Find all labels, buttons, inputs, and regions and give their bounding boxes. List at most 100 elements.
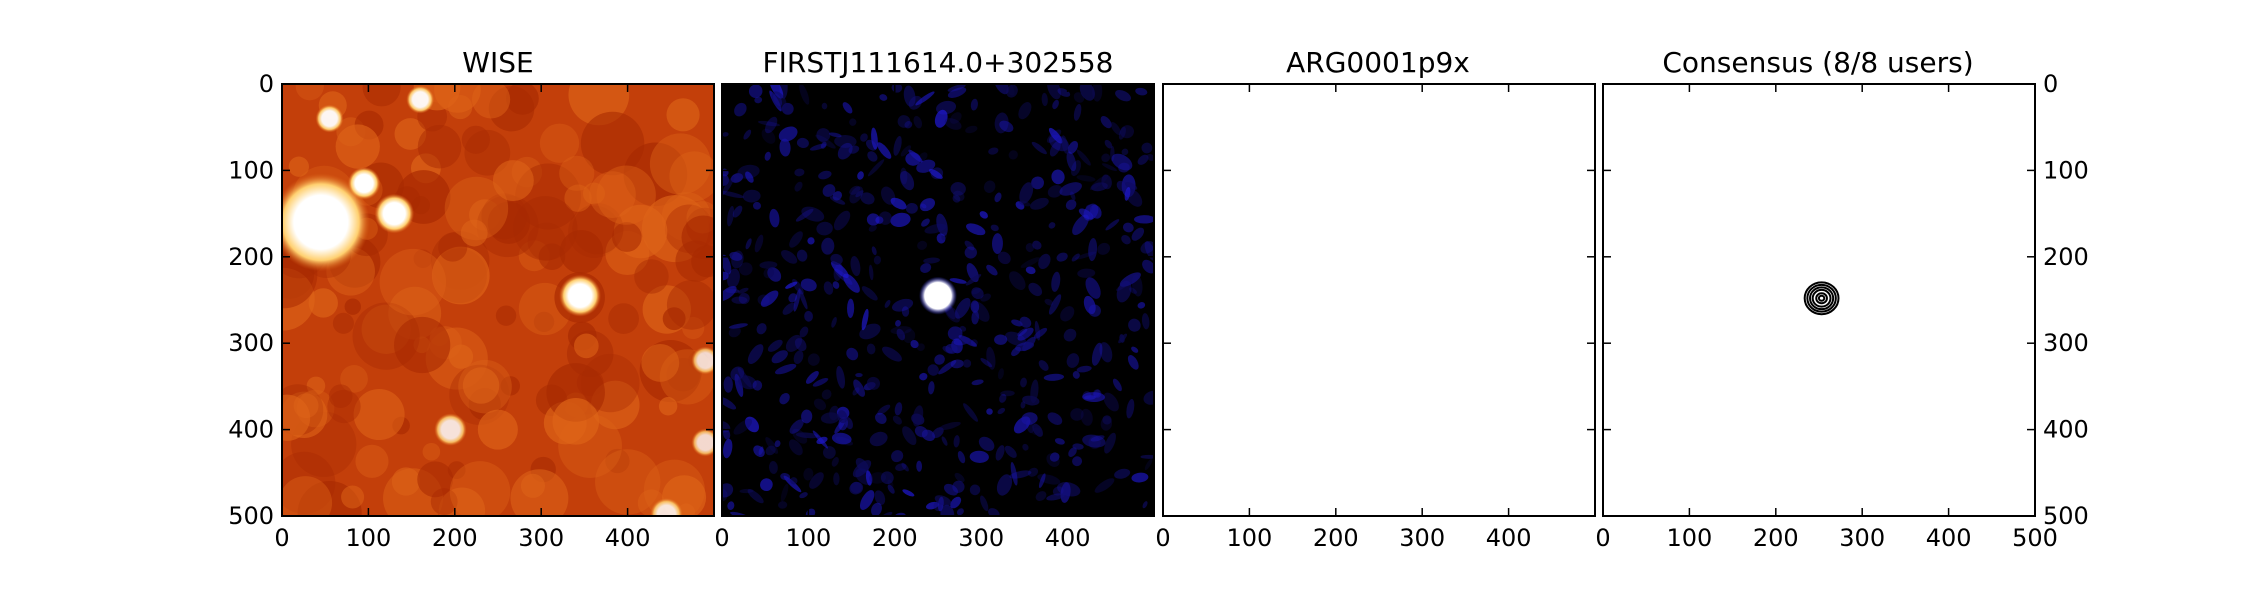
noise-blob [1089,204,1102,219]
noise-blob [1137,302,1146,309]
noise-blob [849,185,861,195]
noise-blob [815,134,836,149]
noise-blob [722,271,729,281]
noise-blob [438,232,468,262]
noise-blob [912,405,924,427]
noise-blob [745,238,752,250]
noise-blob [422,442,441,461]
noise-blob [462,367,500,404]
noise-blob [837,142,853,160]
noise-blob [897,115,911,128]
noise-blob [533,311,555,333]
noise-blob [860,192,875,205]
noise-blob [964,240,975,251]
noise-blob [769,84,784,99]
noise-blob [997,251,1011,265]
noise-blob [836,366,846,389]
noise-blob [834,134,857,148]
noise-blob [754,96,763,104]
noise-blob [1027,467,1039,477]
noise-blob [641,343,680,382]
noise-blob [805,370,819,384]
noise-blob [923,257,940,264]
noise-blob [731,296,748,304]
first-frame [721,83,1155,517]
noise-blob [764,116,778,134]
noise-blob [1121,234,1131,245]
noise-blob [892,415,902,425]
noise-blob [1070,191,1076,201]
noise-blob [793,289,801,312]
noise-blob [900,145,912,157]
noise-blob [306,376,326,396]
panel-title-first: FIRSTJ111614.0+302558 [763,46,1114,79]
noise-blob [1089,174,1109,191]
noise-blob [417,461,454,498]
noise-blob [1060,306,1075,322]
noise-blob [969,484,981,496]
noise-blob [812,430,828,449]
x-tick-label: 400 [1926,524,1972,552]
noise-blob [572,203,624,255]
noise-blob [767,339,783,352]
noise-blob [980,495,989,512]
noise-blob [799,492,808,499]
noise-blob [341,485,365,509]
noise-blob [666,98,700,132]
x-tick-label: 100 [1226,524,1272,552]
noise-blob [848,145,860,154]
panel-title-wise: WISE [462,46,533,79]
noise-blob [538,243,566,270]
panel-arg: ARG0001p9x 0 100 200 300 400 [1155,46,1596,552]
noise-blob [965,274,982,286]
noise-blob [1060,482,1071,503]
noise-blob [853,379,865,397]
noise-blob [1072,456,1083,467]
noise-blob [860,133,868,142]
wise-frame [281,83,715,517]
noise-blob [1070,160,1082,177]
noise-blob [843,273,860,293]
noise-blob [901,462,909,472]
noise-blob [816,128,831,142]
noise-blob [1001,84,1015,96]
noise-blob [340,365,368,393]
noise-blob [308,288,338,318]
noise-blob [778,126,798,142]
noise-blob [804,310,813,322]
noise-blob [908,95,923,110]
noise-blob [768,461,778,475]
noise-blob [822,446,836,459]
x-tick-label: 100 [1666,524,1712,552]
noise-blob [895,463,907,471]
noise-blob [539,123,580,163]
y-tick-label: 300 [228,329,274,357]
noise-blob [828,132,842,138]
noise-blob [774,440,781,448]
noise-blob [327,389,361,424]
noise-blob [850,256,861,277]
noise-blob [731,250,744,269]
noise-blob [992,233,1003,254]
noise-blob [1049,452,1060,462]
noise-blob [890,326,912,335]
noise-blob [1094,478,1115,493]
noise-blob [1066,151,1077,172]
x-tick-label: 200 [1753,524,1799,552]
noise-blob [739,488,754,494]
noise-blob [796,249,808,262]
noise-blob [513,196,578,261]
noise-blob [920,203,927,209]
y-tick-label: 500 [2043,502,2089,530]
noise-blob [910,340,919,349]
noise-blob [903,329,916,344]
noise-blob [527,222,566,261]
noise-blob [564,184,592,212]
noise-blob [458,359,512,414]
noise-blob [956,508,964,516]
noise-blob [1088,435,1101,450]
noise-blob [947,84,966,92]
noise-blob [1102,415,1112,425]
noise-blob [830,253,843,265]
noise-blob [431,246,490,305]
